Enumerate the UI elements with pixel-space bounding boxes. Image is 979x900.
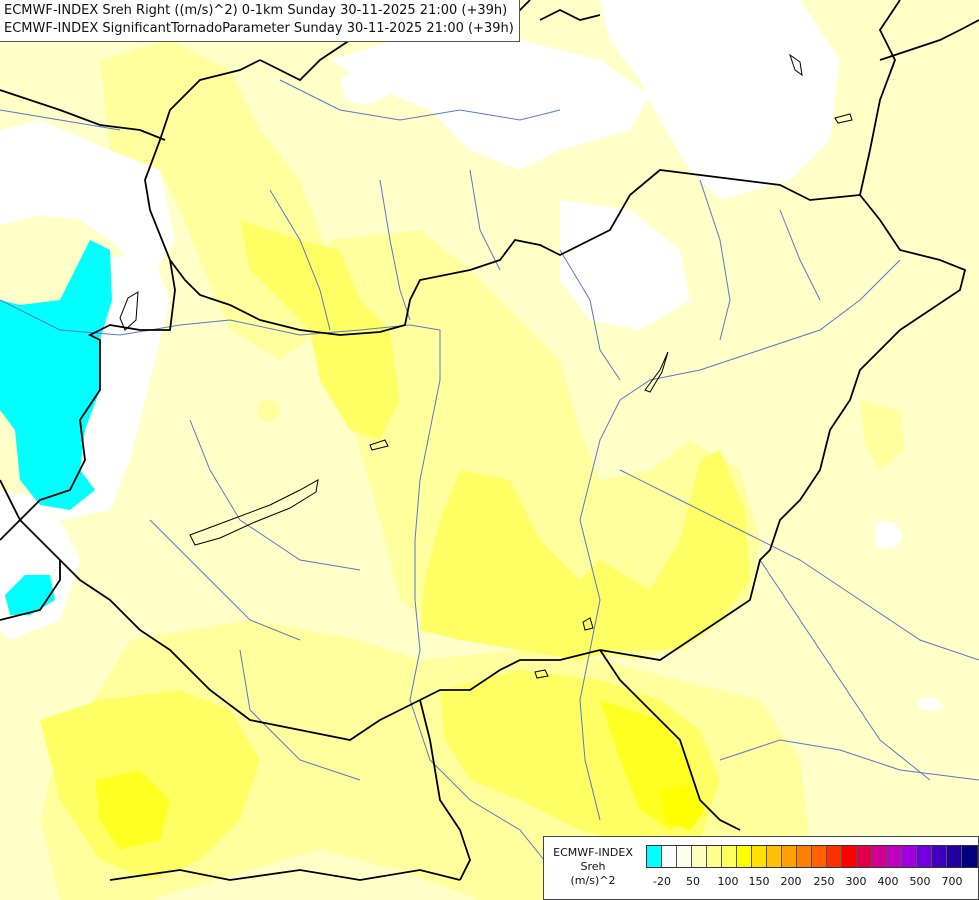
legend-swatch (872, 846, 887, 867)
legend-swatch (962, 846, 977, 867)
legend-tick-label: 250 (813, 875, 835, 888)
river-tisza (579, 259, 901, 821)
river-north-3 (469, 169, 501, 271)
legend-tick-label: 500 (909, 875, 931, 888)
border-hungary-east (599, 194, 967, 661)
borders (0, 0, 979, 881)
map-title-panel: ECMWF-INDEX Sreh Right ((m/s)^2) 0-1km S… (0, 0, 520, 42)
field-white-north-spot (340, 71, 390, 104)
legend-tick-label: 300 (845, 875, 867, 888)
field-light-east (860, 400, 905, 470)
river-northeast-1 (699, 179, 731, 341)
field-medium-north (240, 220, 400, 440)
border-hungary-south (59, 559, 601, 741)
river-danube (0, 299, 561, 881)
border-north-small (539, 8, 601, 21)
legend-swatch (752, 846, 767, 867)
legend-title-unit: (m/s)^2 (570, 874, 616, 887)
border-croatia-serbia (419, 699, 471, 881)
lake-neusiedl (119, 291, 139, 331)
legend-swatch (677, 846, 692, 867)
legend-swatch (947, 846, 962, 867)
legend-swatch (902, 846, 917, 867)
river-north-top (279, 79, 561, 121)
legend-title-source: ECMWF-INDEX (553, 846, 633, 859)
field-white-east-spot2 (918, 697, 943, 711)
legend-tick-label: 200 (780, 875, 802, 888)
title-line-sreh: ECMWF-INDEX Sreh Right ((m/s)^2) 0-1km S… (4, 3, 508, 18)
field-cyan-west (0, 240, 112, 510)
legend-swatches (646, 845, 978, 868)
field-light-west-small (258, 399, 280, 422)
legend-tick-label: 150 (748, 875, 770, 888)
legend-swatch (917, 846, 932, 867)
legend-title: ECMWF-INDEX Sreh (m/s)^2 (548, 846, 638, 888)
river-north-4 (559, 249, 621, 381)
field-white-east-spot (875, 521, 903, 549)
lake-balaton (189, 479, 319, 546)
field-white-northwest (0, 120, 175, 280)
river-east-2 (759, 559, 931, 781)
legend-tick-label: 50 (686, 875, 700, 888)
title-line-stp: ECMWF-INDEX SignificantTornadoParameter … (4, 21, 514, 36)
lake-small-5 (789, 53, 803, 77)
legend-swatch (827, 846, 842, 867)
river-north-2 (379, 179, 411, 321)
legend-swatch (842, 846, 857, 867)
river-northwest (0, 109, 121, 131)
legend-swatch (692, 846, 707, 867)
lake-small-3 (534, 669, 549, 679)
legend-tick-label: -20 (653, 875, 671, 888)
border-austria-slovakia (144, 59, 261, 261)
border-romania-serbia (599, 649, 741, 831)
lake-small-2 (582, 617, 594, 631)
border-austria-slovenia (0, 479, 22, 541)
field-light-center (320, 230, 760, 660)
legend-swatch (887, 846, 902, 867)
legend-swatch (767, 846, 782, 867)
river-north-1 (269, 189, 331, 331)
field-strong-southwest (95, 770, 170, 850)
border-hungary-west (18, 259, 176, 561)
lake-small-1 (369, 439, 389, 451)
legend-swatch (932, 846, 947, 867)
field-white-center-east (560, 200, 690, 330)
legend-swatch (722, 846, 737, 867)
river-west-2 (149, 519, 301, 641)
legend-swatch (707, 846, 722, 867)
legend-tick-label: 100 (717, 875, 739, 888)
legend-swatch (857, 846, 872, 867)
river-west-1 (189, 419, 361, 571)
legend-swatch (647, 846, 662, 867)
rivers (0, 79, 979, 881)
legend-title-variable: Sreh (580, 860, 606, 873)
river-south-1 (239, 649, 361, 781)
river-east-1 (619, 469, 979, 661)
border-slovakia-hungary (169, 169, 861, 336)
lake-small-4 (834, 113, 853, 124)
river-northeast-2 (779, 209, 821, 301)
border-croatia-bih (109, 869, 461, 881)
border-ukraine-slovakia (859, 0, 901, 196)
border-czech-poland (0, 89, 166, 141)
border-poland-ukraine (879, 19, 979, 61)
lake-east-reservoir (644, 351, 669, 393)
legend-swatch (737, 846, 752, 867)
legend-tick-label: 400 (877, 875, 899, 888)
legend-swatch (662, 846, 677, 867)
field-medium-center (420, 450, 750, 660)
legend-swatch (782, 846, 797, 867)
legend-swatch (812, 846, 827, 867)
border-slovenia-croatia (0, 560, 61, 621)
legend-ticks: -20 50 100 150 200 250 300 400 500 700 (646, 875, 976, 889)
legend-swatch (797, 846, 812, 867)
field-white-northeast (600, 0, 840, 200)
field-strong-core (660, 785, 705, 830)
field-white-north (330, 30, 650, 170)
legend-tick-label: 700 (941, 875, 963, 888)
color-legend: ECMWF-INDEX Sreh (m/s)^2 -20 50 100 150 200 2… (543, 836, 979, 900)
river-southeast (719, 739, 979, 781)
